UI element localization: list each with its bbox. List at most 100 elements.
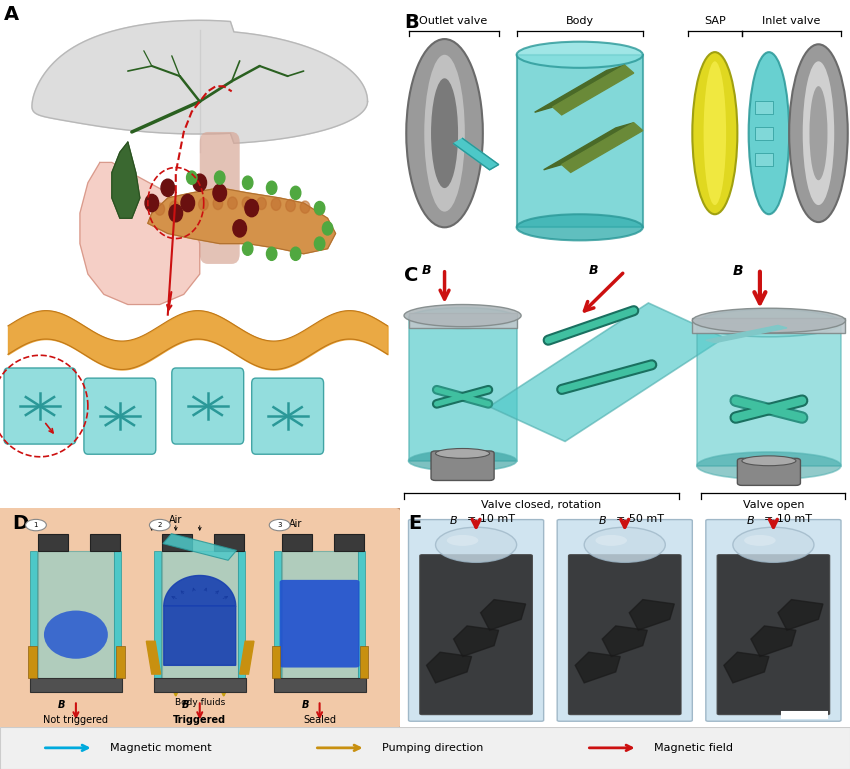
Ellipse shape — [692, 308, 846, 333]
Circle shape — [233, 220, 246, 237]
Polygon shape — [454, 138, 499, 170]
Ellipse shape — [404, 305, 521, 327]
Ellipse shape — [447, 535, 479, 546]
FancyBboxPatch shape — [200, 132, 240, 264]
FancyBboxPatch shape — [4, 368, 76, 444]
Text: Pumping direction: Pumping direction — [382, 743, 484, 753]
Ellipse shape — [596, 535, 627, 546]
Bar — [756, 153, 774, 166]
Bar — [756, 101, 774, 114]
Text: = 50 mT: = 50 mT — [615, 514, 664, 524]
Circle shape — [314, 201, 325, 215]
Text: $B$: $B$ — [598, 514, 607, 526]
Bar — [30, 551, 37, 683]
FancyBboxPatch shape — [420, 554, 532, 714]
Text: Magnetic moment: Magnetic moment — [110, 743, 212, 753]
Ellipse shape — [584, 528, 666, 562]
FancyBboxPatch shape — [280, 580, 360, 667]
Bar — [154, 678, 246, 691]
Bar — [697, 323, 841, 466]
Text: E: E — [409, 514, 422, 533]
Ellipse shape — [749, 52, 789, 215]
Circle shape — [150, 519, 170, 531]
FancyBboxPatch shape — [431, 451, 494, 481]
Text: Sealed: Sealed — [303, 714, 336, 724]
Text: 2: 2 — [157, 522, 162, 528]
Circle shape — [291, 247, 301, 261]
Bar — [274, 678, 366, 691]
Ellipse shape — [704, 62, 726, 205]
Circle shape — [242, 242, 253, 255]
Ellipse shape — [409, 451, 517, 471]
Polygon shape — [706, 325, 787, 343]
Text: B: B — [302, 701, 309, 711]
Text: D: D — [12, 514, 28, 533]
Ellipse shape — [409, 308, 517, 328]
Bar — [116, 646, 125, 678]
Circle shape — [214, 171, 225, 185]
Text: Magnetic field: Magnetic field — [654, 743, 734, 753]
Polygon shape — [778, 600, 823, 631]
Bar — [30, 678, 122, 691]
Ellipse shape — [435, 448, 490, 458]
Bar — [114, 551, 121, 683]
Polygon shape — [148, 188, 336, 254]
Bar — [756, 127, 774, 140]
Polygon shape — [724, 652, 769, 683]
Bar — [162, 534, 192, 551]
Circle shape — [314, 203, 325, 215]
Circle shape — [286, 199, 295, 211]
Text: Air: Air — [169, 515, 183, 525]
Polygon shape — [454, 626, 499, 657]
Polygon shape — [480, 600, 525, 631]
Circle shape — [314, 237, 325, 250]
Circle shape — [213, 185, 226, 201]
Ellipse shape — [744, 535, 776, 546]
Text: 1: 1 — [34, 522, 38, 528]
Polygon shape — [32, 20, 367, 143]
Text: 3: 3 — [277, 522, 282, 528]
Text: Not triggered: Not triggered — [43, 714, 109, 724]
Text: C: C — [404, 266, 418, 285]
Polygon shape — [562, 123, 643, 172]
Polygon shape — [602, 626, 648, 657]
Polygon shape — [629, 600, 674, 631]
Polygon shape — [751, 626, 796, 657]
Bar — [213, 534, 244, 551]
Circle shape — [193, 174, 207, 191]
Polygon shape — [146, 641, 161, 674]
Bar — [154, 551, 161, 683]
Polygon shape — [535, 65, 625, 112]
Ellipse shape — [697, 309, 841, 337]
Ellipse shape — [406, 39, 483, 228]
Ellipse shape — [517, 215, 643, 241]
Text: B: B — [422, 264, 432, 277]
FancyBboxPatch shape — [717, 554, 830, 714]
Text: A: A — [4, 5, 19, 24]
Ellipse shape — [809, 86, 827, 180]
Circle shape — [169, 201, 179, 213]
Bar — [28, 646, 37, 678]
Circle shape — [242, 197, 252, 209]
Bar — [38, 534, 68, 551]
Circle shape — [291, 186, 301, 199]
FancyBboxPatch shape — [409, 520, 544, 721]
Ellipse shape — [431, 78, 458, 188]
Polygon shape — [164, 575, 235, 665]
Bar — [162, 551, 238, 683]
Circle shape — [242, 176, 253, 189]
Bar — [272, 646, 280, 678]
Text: B: B — [404, 13, 419, 32]
Circle shape — [266, 247, 277, 261]
Polygon shape — [240, 641, 254, 674]
Circle shape — [186, 171, 197, 185]
Bar — [409, 313, 517, 328]
Circle shape — [199, 198, 208, 211]
Text: Valve open: Valve open — [743, 500, 804, 510]
Circle shape — [322, 221, 333, 235]
Text: = 10 mT: = 10 mT — [468, 514, 515, 524]
Ellipse shape — [424, 55, 465, 211]
Ellipse shape — [44, 611, 108, 659]
Circle shape — [213, 198, 223, 210]
Text: Valve closed, rotation: Valve closed, rotation — [481, 500, 602, 510]
